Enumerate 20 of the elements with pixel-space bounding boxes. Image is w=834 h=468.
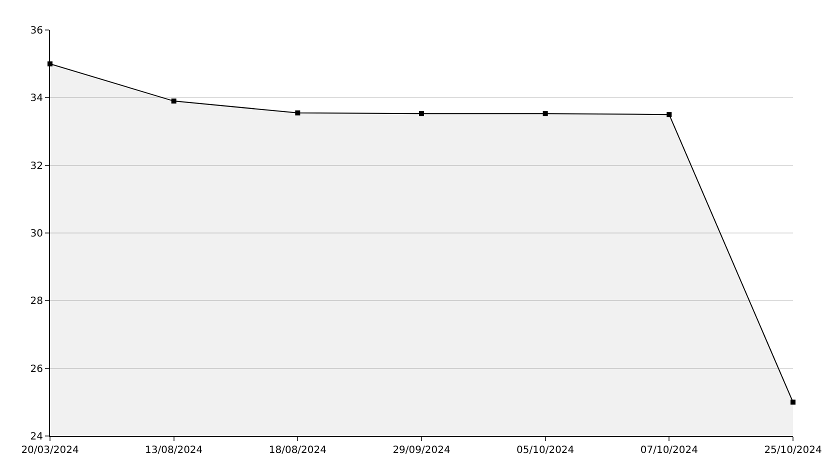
- y-tick-label: 30: [30, 228, 43, 240]
- y-tick-label: 26: [30, 364, 43, 375]
- point: [542, 111, 548, 116]
- x-tick-label: 29/09/2024: [392, 445, 450, 456]
- y-tick-label: 28: [30, 296, 43, 308]
- x-tick-label: 18/08/2024: [268, 445, 326, 456]
- point: [666, 112, 672, 118]
- y-tick-label: 32: [30, 160, 43, 172]
- y-tick-label: 24: [30, 432, 43, 442]
- point: [171, 98, 176, 104]
- y-tick-label: 34: [30, 93, 43, 104]
- point: [295, 110, 300, 116]
- point: [419, 111, 424, 116]
- x-tick-label: 13/08/2024: [145, 445, 203, 456]
- x-tick-label: 25/10/2024: [764, 445, 822, 456]
- x-tick-label: 07/10/2024: [640, 445, 698, 456]
- y-tick-label: 36: [30, 26, 43, 36]
- point: [790, 400, 796, 405]
- x-tick-label: 20/03/2024: [21, 445, 79, 456]
- x-tick-label: 05/10/2024: [516, 445, 574, 456]
